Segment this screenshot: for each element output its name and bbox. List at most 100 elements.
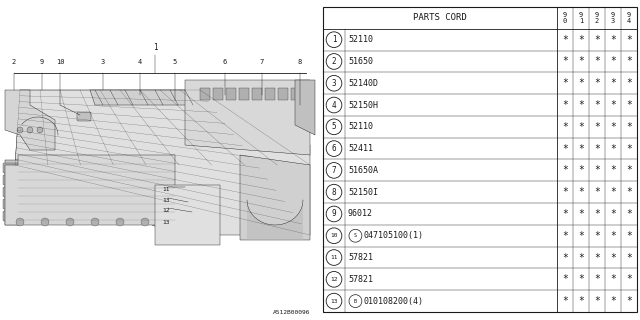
Text: *: * bbox=[578, 165, 584, 175]
Text: *: * bbox=[594, 274, 600, 284]
Text: *: * bbox=[562, 165, 568, 175]
Text: *: * bbox=[562, 209, 568, 219]
Circle shape bbox=[326, 97, 342, 113]
Text: 3: 3 bbox=[332, 79, 336, 88]
Text: *: * bbox=[578, 274, 584, 284]
Bar bbox=[200, 88, 210, 100]
Text: 52150I: 52150I bbox=[348, 188, 378, 197]
Text: *: * bbox=[578, 252, 584, 262]
Bar bbox=[213, 88, 223, 100]
Circle shape bbox=[116, 218, 124, 226]
Circle shape bbox=[141, 218, 149, 226]
Text: *: * bbox=[610, 100, 616, 110]
Text: 5: 5 bbox=[332, 122, 336, 131]
Text: *: * bbox=[594, 35, 600, 45]
Circle shape bbox=[326, 163, 342, 178]
Text: *: * bbox=[610, 78, 616, 88]
Text: *: * bbox=[594, 209, 600, 219]
Text: 2: 2 bbox=[595, 18, 599, 24]
Text: *: * bbox=[578, 209, 584, 219]
Text: *: * bbox=[626, 165, 632, 175]
Circle shape bbox=[349, 295, 362, 308]
Text: 51650A: 51650A bbox=[348, 166, 378, 175]
Circle shape bbox=[27, 127, 33, 133]
Polygon shape bbox=[155, 185, 220, 245]
Text: *: * bbox=[578, 56, 584, 67]
Circle shape bbox=[41, 218, 49, 226]
Text: 9: 9 bbox=[40, 59, 44, 65]
Text: *: * bbox=[626, 231, 632, 241]
Text: 51650: 51650 bbox=[348, 57, 373, 66]
Text: 10: 10 bbox=[330, 233, 338, 238]
Text: *: * bbox=[610, 231, 616, 241]
Polygon shape bbox=[295, 80, 315, 135]
Polygon shape bbox=[5, 160, 20, 225]
Text: *: * bbox=[562, 78, 568, 88]
Text: 3: 3 bbox=[611, 18, 615, 24]
Text: *: * bbox=[594, 296, 600, 306]
Text: PARTS CORD: PARTS CORD bbox=[413, 13, 467, 22]
Text: *: * bbox=[610, 35, 616, 45]
Text: 12: 12 bbox=[330, 277, 338, 282]
FancyBboxPatch shape bbox=[77, 112, 91, 121]
Bar bbox=[252, 88, 262, 100]
Text: *: * bbox=[626, 144, 632, 154]
Text: *: * bbox=[594, 56, 600, 67]
Text: 7: 7 bbox=[332, 166, 336, 175]
Text: 9: 9 bbox=[332, 210, 336, 219]
Text: 12: 12 bbox=[162, 208, 170, 213]
Text: *: * bbox=[626, 56, 632, 67]
Text: 9: 9 bbox=[563, 12, 567, 18]
Text: 10: 10 bbox=[56, 59, 64, 65]
Text: 11: 11 bbox=[162, 187, 170, 192]
Polygon shape bbox=[15, 90, 310, 235]
Circle shape bbox=[66, 218, 74, 226]
Bar bbox=[226, 88, 236, 100]
Text: 6: 6 bbox=[332, 144, 336, 153]
Text: 9: 9 bbox=[611, 12, 615, 18]
Text: *: * bbox=[562, 100, 568, 110]
Text: *: * bbox=[562, 187, 568, 197]
Text: *: * bbox=[626, 100, 632, 110]
Text: *: * bbox=[594, 100, 600, 110]
Text: 11: 11 bbox=[330, 255, 338, 260]
Text: *: * bbox=[626, 252, 632, 262]
Text: *: * bbox=[594, 231, 600, 241]
Text: 52110: 52110 bbox=[348, 35, 373, 44]
Text: *: * bbox=[594, 122, 600, 132]
FancyBboxPatch shape bbox=[3, 187, 19, 197]
Polygon shape bbox=[5, 155, 175, 225]
Bar bbox=[278, 88, 288, 100]
Text: 1: 1 bbox=[579, 18, 583, 24]
Text: 8: 8 bbox=[298, 59, 302, 65]
Text: *: * bbox=[594, 78, 600, 88]
Text: *: * bbox=[578, 122, 584, 132]
Circle shape bbox=[326, 32, 342, 48]
Circle shape bbox=[326, 293, 342, 309]
Text: 1: 1 bbox=[332, 35, 336, 44]
Text: *: * bbox=[594, 252, 600, 262]
Text: *: * bbox=[626, 122, 632, 132]
Text: 13: 13 bbox=[162, 198, 170, 203]
Text: *: * bbox=[626, 187, 632, 197]
Text: B: B bbox=[354, 299, 357, 304]
Polygon shape bbox=[240, 155, 310, 240]
Text: *: * bbox=[610, 122, 616, 132]
Text: *: * bbox=[578, 144, 584, 154]
Text: S: S bbox=[354, 233, 357, 238]
Text: 96012: 96012 bbox=[348, 210, 373, 219]
Text: 57821: 57821 bbox=[348, 253, 373, 262]
Text: *: * bbox=[610, 187, 616, 197]
Text: 0: 0 bbox=[563, 18, 567, 24]
Text: *: * bbox=[562, 231, 568, 241]
FancyBboxPatch shape bbox=[3, 199, 19, 209]
Text: 13: 13 bbox=[162, 220, 170, 225]
Text: *: * bbox=[578, 78, 584, 88]
Text: *: * bbox=[610, 165, 616, 175]
Text: *: * bbox=[578, 296, 584, 306]
Text: 52150H: 52150H bbox=[348, 100, 378, 109]
Text: *: * bbox=[626, 296, 632, 306]
Circle shape bbox=[326, 250, 342, 265]
Text: *: * bbox=[610, 209, 616, 219]
Circle shape bbox=[326, 119, 342, 135]
